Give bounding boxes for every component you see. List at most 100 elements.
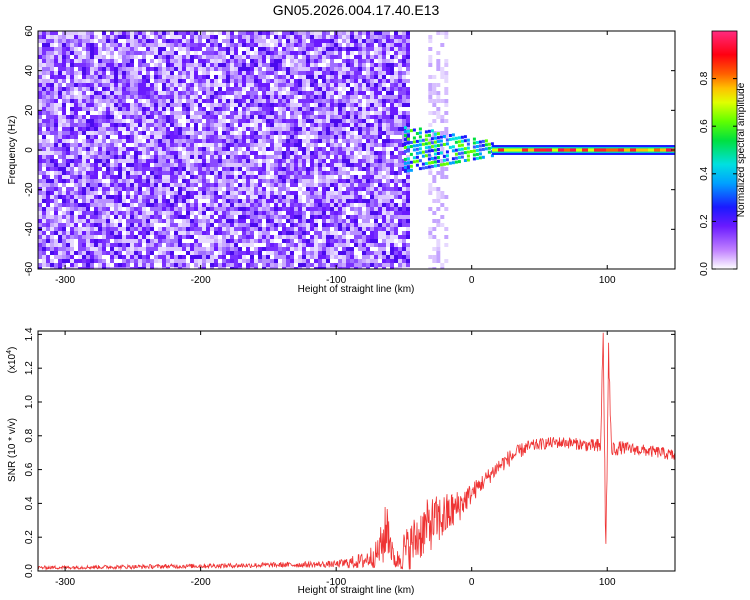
- spectrogram-cell: [294, 211, 298, 215]
- spectrogram-cell: [194, 219, 198, 223]
- spectrogram-cell: [186, 159, 190, 163]
- spectrogram-cell: [206, 147, 210, 151]
- spectrogram-cell: [82, 55, 86, 59]
- spectrogram-cell: [166, 63, 170, 67]
- spectrogram-cell: [278, 39, 282, 43]
- spectrogram-cell: [182, 255, 186, 259]
- spectrogram-cell: [386, 171, 390, 175]
- spectrogram-cell: [370, 263, 374, 267]
- spectrogram-cell: [118, 131, 122, 135]
- spectrogram-cell: [102, 119, 106, 123]
- spectrogram-cell: [306, 207, 310, 211]
- spectrogram-cell: [218, 187, 222, 191]
- spectrogram-cell: [94, 207, 98, 211]
- spectrogram-cell: [274, 215, 278, 219]
- spectrogram-cell: [302, 131, 306, 135]
- spectrogram-cell: [134, 247, 138, 251]
- spectrogram-cell: [122, 91, 126, 95]
- spectrogram-cell: [350, 39, 354, 43]
- spectrogram-cell: [302, 83, 306, 87]
- spectrogram-cell: [302, 119, 306, 123]
- spectrogram-cell: [210, 31, 214, 35]
- spectrogram-cell: [394, 75, 398, 79]
- spectrogram-cell: [42, 215, 46, 219]
- spectrogram-cell: [106, 147, 110, 151]
- spectrogram-cell: [150, 251, 154, 255]
- spectrogram-cell: [150, 59, 154, 63]
- spectrogram-cell: [262, 167, 266, 171]
- spectrogram-cell: [102, 83, 106, 87]
- spectrogram-cell: [238, 115, 242, 119]
- spectrogram-cell: [278, 151, 282, 155]
- spectrogram-cell: [42, 251, 46, 255]
- spectrogram-cell: [94, 171, 98, 175]
- spectrogram-cell: [78, 39, 82, 43]
- spectrogram-cell: [254, 55, 258, 59]
- spectrogram-cell: [106, 267, 110, 269]
- spectrogram-cell: [94, 227, 98, 231]
- spectrogram-cell: [334, 255, 338, 259]
- spectrogram-cell: [350, 31, 354, 35]
- spectrogram-cell: [142, 151, 146, 155]
- spectrogram-cell: [210, 47, 214, 51]
- spectrogram-cell: [394, 115, 398, 119]
- spectrogram-cell: [106, 35, 110, 39]
- spectrogram-cell: [170, 239, 174, 243]
- spectrogram-cell: [394, 127, 398, 131]
- spectrogram-cell: [42, 259, 46, 263]
- spectrogram-cell: [366, 119, 370, 123]
- spectrogram-cell: [322, 135, 326, 139]
- spectrogram-cell: [190, 47, 194, 51]
- spectrogram-cell: [150, 191, 154, 195]
- spectrogram-cell: [94, 47, 98, 51]
- spectrogram-cell: [182, 191, 186, 195]
- spectrogram-cell: [126, 243, 130, 247]
- spectrogram-cell: [222, 263, 226, 267]
- spectrogram-cell: [214, 51, 218, 55]
- spectrogram-cell: [402, 223, 406, 227]
- spectrogram-cell: [94, 35, 98, 39]
- spectrogram-cell: [122, 103, 126, 107]
- spectrogram-cell: [146, 87, 150, 91]
- spectrogram-cell: [382, 211, 386, 215]
- spectrogram-cell: [50, 87, 54, 91]
- spectrogram-cell: [162, 51, 166, 55]
- spectrogram-cell: [126, 207, 130, 211]
- spectrogram-cell: [406, 51, 410, 55]
- spectrogram-cell: [178, 99, 182, 103]
- spectrogram-cell: [162, 139, 166, 143]
- spectrogram-cell: [190, 131, 194, 135]
- spectrogram-cell: [298, 131, 302, 135]
- spectrogram-cell: [406, 163, 410, 167]
- spectrogram-cell: [306, 263, 310, 267]
- spectrogram-cell: [90, 179, 94, 183]
- spectrogram-cell: [162, 39, 166, 43]
- spectrogram-cell: [274, 63, 278, 67]
- spectrogram-cell: [98, 131, 102, 135]
- spectrogram-cell: [294, 259, 298, 263]
- spectrogram-cell: [294, 227, 298, 231]
- spectrogram-cell: [98, 243, 102, 247]
- spectrogram-cell: [174, 131, 178, 135]
- spectrogram-cell: [234, 223, 238, 227]
- spectrogram-cell: [206, 67, 210, 71]
- spectrogram-cell: [54, 71, 58, 75]
- spectrogram-cell: [174, 135, 178, 139]
- spectrogram-cell: [246, 187, 250, 191]
- spectrogram-cell: [106, 155, 110, 159]
- spectrogram-cell: [130, 179, 134, 183]
- spectrogram-cell: [166, 123, 170, 127]
- spectrogram-cell: [334, 191, 338, 195]
- spectrogram-cell: [46, 263, 50, 267]
- spectrogram-cell: [250, 83, 254, 87]
- spectrogram-cell: [342, 67, 346, 71]
- spectrogram-cell: [310, 247, 314, 251]
- spectrogram-cell: [174, 151, 178, 155]
- spectrogram-cell: [154, 143, 158, 147]
- spectrogram-cell: [142, 183, 146, 187]
- spectrogram-cell: [106, 219, 110, 223]
- spectrogram-cell: [158, 59, 162, 63]
- spectrogram-cell: [102, 131, 106, 135]
- spectrogram-cell: [170, 99, 174, 103]
- spectrogram-cell: [122, 95, 126, 99]
